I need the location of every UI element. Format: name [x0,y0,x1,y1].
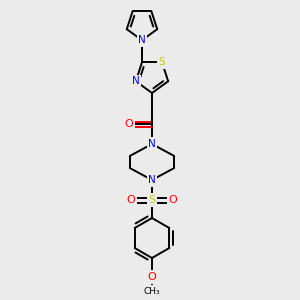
Text: N: N [148,175,156,185]
Text: O: O [127,195,135,205]
Text: O: O [148,272,156,282]
Text: O: O [169,195,177,205]
Text: CH₃: CH₃ [144,286,160,296]
Text: N: N [148,139,156,149]
Text: S: S [148,195,156,205]
Text: S: S [159,57,165,67]
Text: N: N [138,35,146,45]
Text: O: O [124,119,134,129]
Text: N: N [132,76,140,86]
